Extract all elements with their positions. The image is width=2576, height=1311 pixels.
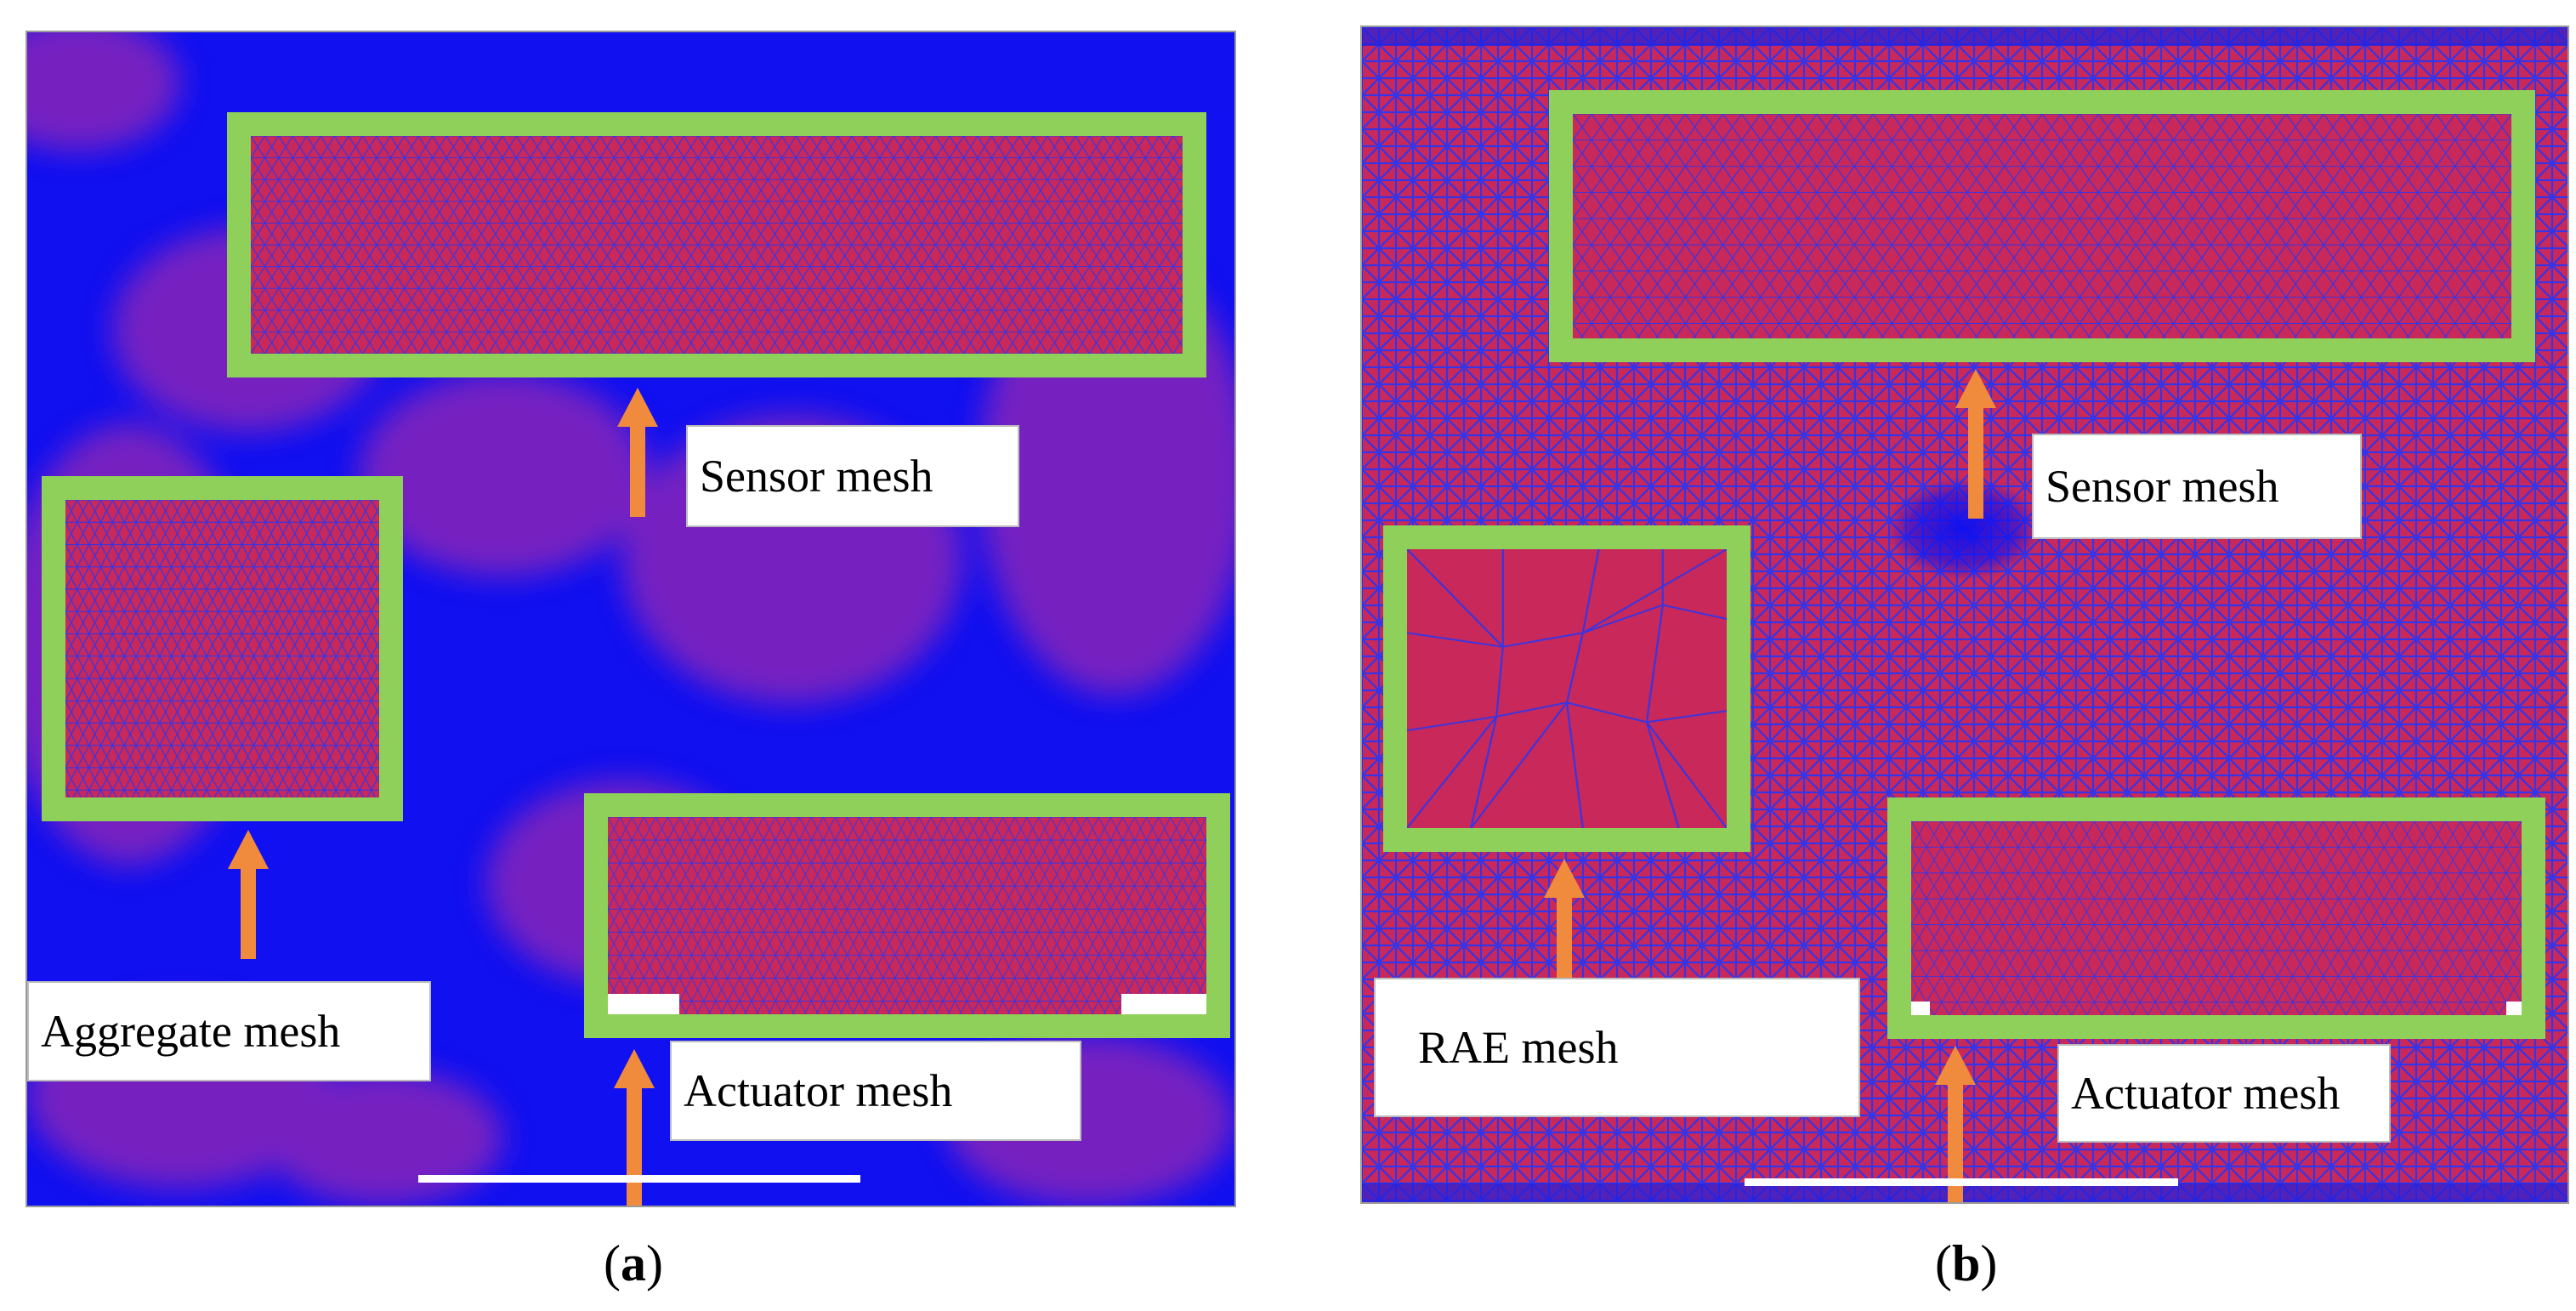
sensor-mesh-triangles [1573,114,2511,338]
sensor-arrow [1955,369,1996,519]
caption-b: (b) [1935,1235,1998,1291]
actuator-mesh-triangles [608,817,1206,1014]
aggregate-mesh-triangles [65,500,379,797]
electrode-gap-right [2506,1002,2522,1015]
sensor-mesh-region [1549,90,2535,362]
actuator-mesh-region [584,793,1230,1038]
sensor-mesh-region [227,112,1206,377]
caption-a: (a) [604,1235,663,1291]
actuator-arrow [614,1049,655,1206]
caption-b-letter: b [1951,1235,1981,1291]
sensor-mesh-label: Sensor mesh [2032,434,2362,539]
electrode-gap-right [1121,994,1206,1014]
panel-a: Sensor mesh Aggregate mesh Actuator mesh [26,31,1236,1207]
scale-bar [418,1175,860,1183]
sensor-arrow [617,388,658,517]
aggregate-mesh-region [42,476,403,821]
rae-mesh-label: RAE mesh [1374,978,1860,1117]
actuator-arrow [1935,1046,1976,1202]
caption-a-letter: a [620,1235,646,1291]
electrode-gap-left [1911,1002,1930,1015]
rae-arrow [1544,859,1585,985]
rae-mesh-region [1383,525,1750,852]
actuator-mesh-label: Actuator mesh [2057,1044,2391,1143]
actuator-mesh-label: Actuator mesh [670,1041,1081,1141]
actuator-mesh-region [1887,797,2545,1039]
actuator-mesh-triangles [1911,821,2522,1015]
scale-bar [1745,1178,2178,1186]
sensor-mesh-label: Sensor mesh [686,425,1019,527]
electrode-gap-left [608,994,679,1014]
sensor-mesh-triangles [251,136,1183,354]
panel-b: Sensor mesh RAE mesh Actuator mesh [1360,26,2569,1204]
rae-mesh-triangles [1407,549,1727,828]
aggregate-arrow [228,830,269,959]
aggregate-mesh-label: Aggregate mesh [27,981,431,1081]
